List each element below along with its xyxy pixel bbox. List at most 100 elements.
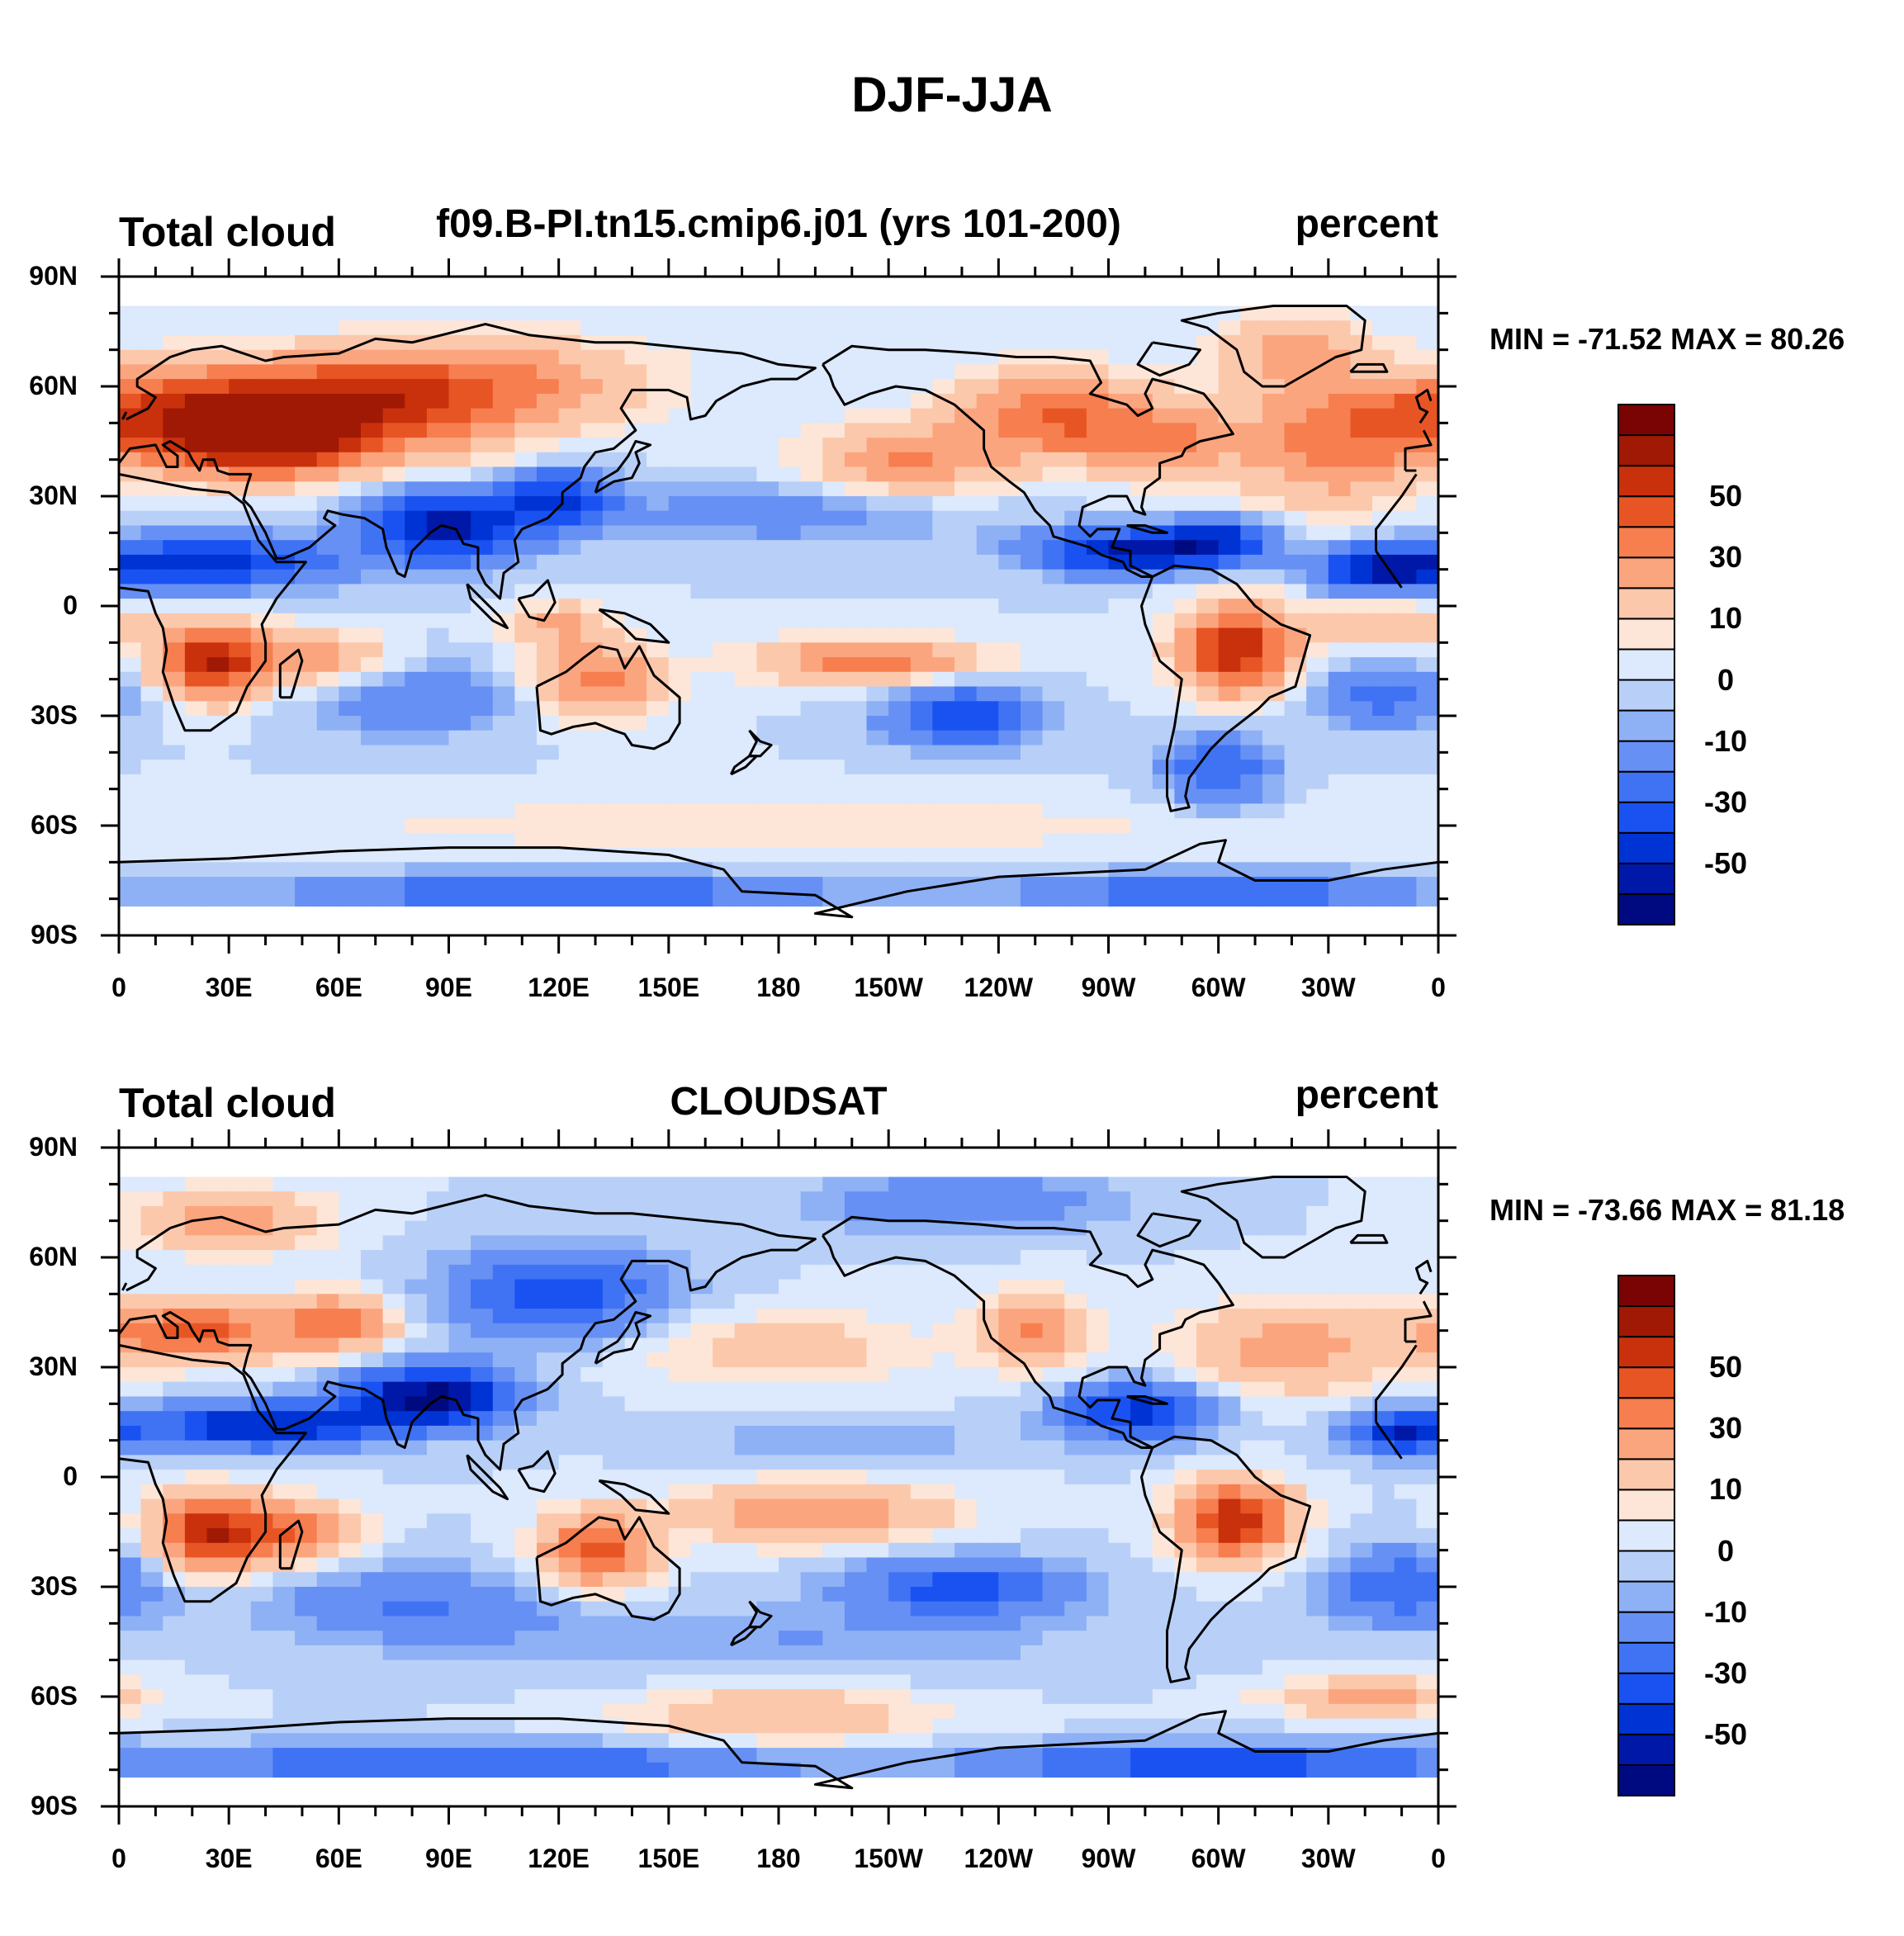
field-cell xyxy=(1285,803,1307,818)
field-cell xyxy=(1351,320,1373,335)
field-cell xyxy=(1240,1352,1262,1367)
field-cell xyxy=(537,848,559,863)
field-cell xyxy=(1329,1280,1351,1295)
field-cell xyxy=(272,774,295,789)
field-cell xyxy=(1306,774,1329,789)
field-cell xyxy=(779,1382,801,1397)
field-cell xyxy=(119,760,141,774)
field-cell xyxy=(229,833,251,848)
field-cell xyxy=(1395,1719,1417,1734)
field-cell xyxy=(1285,1411,1307,1426)
field-cell xyxy=(1087,1382,1109,1397)
field-cell xyxy=(1240,687,1262,702)
field-cell xyxy=(977,584,999,599)
field-cell xyxy=(1306,1631,1329,1645)
field-cell xyxy=(559,833,581,848)
field-cell xyxy=(405,1367,427,1382)
field-cell xyxy=(867,1528,889,1543)
field-cell xyxy=(537,409,559,424)
field-cell xyxy=(141,320,163,335)
field-cell xyxy=(977,701,999,716)
field-cell xyxy=(295,760,317,774)
field-cell xyxy=(1416,1455,1438,1470)
field-cell xyxy=(427,438,449,452)
field-cell xyxy=(1130,760,1153,774)
field-cell xyxy=(977,1763,999,1777)
field-cell xyxy=(669,862,691,877)
field-cell xyxy=(537,452,559,467)
field-cell xyxy=(317,1323,339,1338)
field-cell xyxy=(427,1543,449,1558)
field-cell xyxy=(1240,1543,1262,1558)
field-cell xyxy=(1285,1294,1307,1309)
field-cell xyxy=(911,540,933,555)
colorbar-box xyxy=(1618,680,1674,711)
field-cell xyxy=(932,1616,954,1631)
field-cell xyxy=(1109,599,1131,613)
field-cell xyxy=(954,687,977,702)
field-cell xyxy=(977,1470,999,1484)
field-cell xyxy=(735,526,757,541)
field-cell xyxy=(1416,1499,1438,1514)
field-cell xyxy=(1329,438,1351,452)
field-cell xyxy=(756,1689,779,1704)
field-cell xyxy=(514,1235,537,1250)
field-cell xyxy=(1240,350,1262,365)
field-cell xyxy=(1372,1323,1395,1338)
field-cell xyxy=(822,1602,845,1616)
field-cell xyxy=(317,481,339,496)
field-cell xyxy=(383,731,405,746)
field-cell xyxy=(647,1674,669,1689)
field-cell xyxy=(383,1572,405,1587)
field-cell xyxy=(405,1558,427,1573)
field-cell xyxy=(361,555,383,570)
field-cell xyxy=(1174,467,1196,482)
field-cell xyxy=(207,1748,230,1763)
field-cell xyxy=(1329,760,1351,774)
field-cell xyxy=(361,452,383,467)
field-cell xyxy=(559,1704,581,1719)
field-cell xyxy=(449,364,471,379)
field-cell xyxy=(1109,877,1131,892)
field-cell xyxy=(888,1572,911,1587)
field-cell xyxy=(1109,1397,1131,1412)
field-cell xyxy=(756,584,779,599)
field-cell xyxy=(1262,746,1285,760)
field-cell xyxy=(888,1528,911,1543)
field-cell xyxy=(427,1455,449,1470)
field-cell xyxy=(1153,1294,1175,1309)
field-cell xyxy=(1416,716,1438,731)
field-cell xyxy=(954,789,977,804)
field-cell xyxy=(383,1558,405,1573)
field-cell xyxy=(514,701,537,716)
field-cell xyxy=(977,833,999,848)
field-cell xyxy=(427,423,449,438)
field-cell xyxy=(383,1280,405,1295)
field-cell xyxy=(888,1265,911,1280)
field-cell xyxy=(361,1323,383,1338)
field-cell xyxy=(339,1763,361,1777)
field-cell xyxy=(713,1411,735,1426)
field-cell xyxy=(1043,599,1065,613)
field-cell xyxy=(427,570,449,585)
field-cell xyxy=(339,818,361,833)
field-cell xyxy=(1064,1616,1087,1631)
field-cell xyxy=(427,496,449,511)
field-cell xyxy=(229,1411,251,1426)
field-cell xyxy=(691,657,713,672)
field-cell xyxy=(383,613,405,628)
field-cell xyxy=(229,1558,251,1573)
field-cell xyxy=(977,481,999,496)
field-cell xyxy=(977,1602,999,1616)
field-cell xyxy=(207,1543,230,1558)
field-cell xyxy=(1219,1309,1241,1323)
field-cell xyxy=(141,511,163,526)
field-cell xyxy=(1372,320,1395,335)
field-cell xyxy=(888,1704,911,1719)
field-cell xyxy=(1196,1645,1219,1660)
field-cell xyxy=(1219,716,1241,731)
field-cell xyxy=(1351,570,1373,585)
field-cell xyxy=(1021,1660,1043,1675)
field-cell xyxy=(185,1265,207,1280)
field-cell xyxy=(1109,1513,1131,1528)
